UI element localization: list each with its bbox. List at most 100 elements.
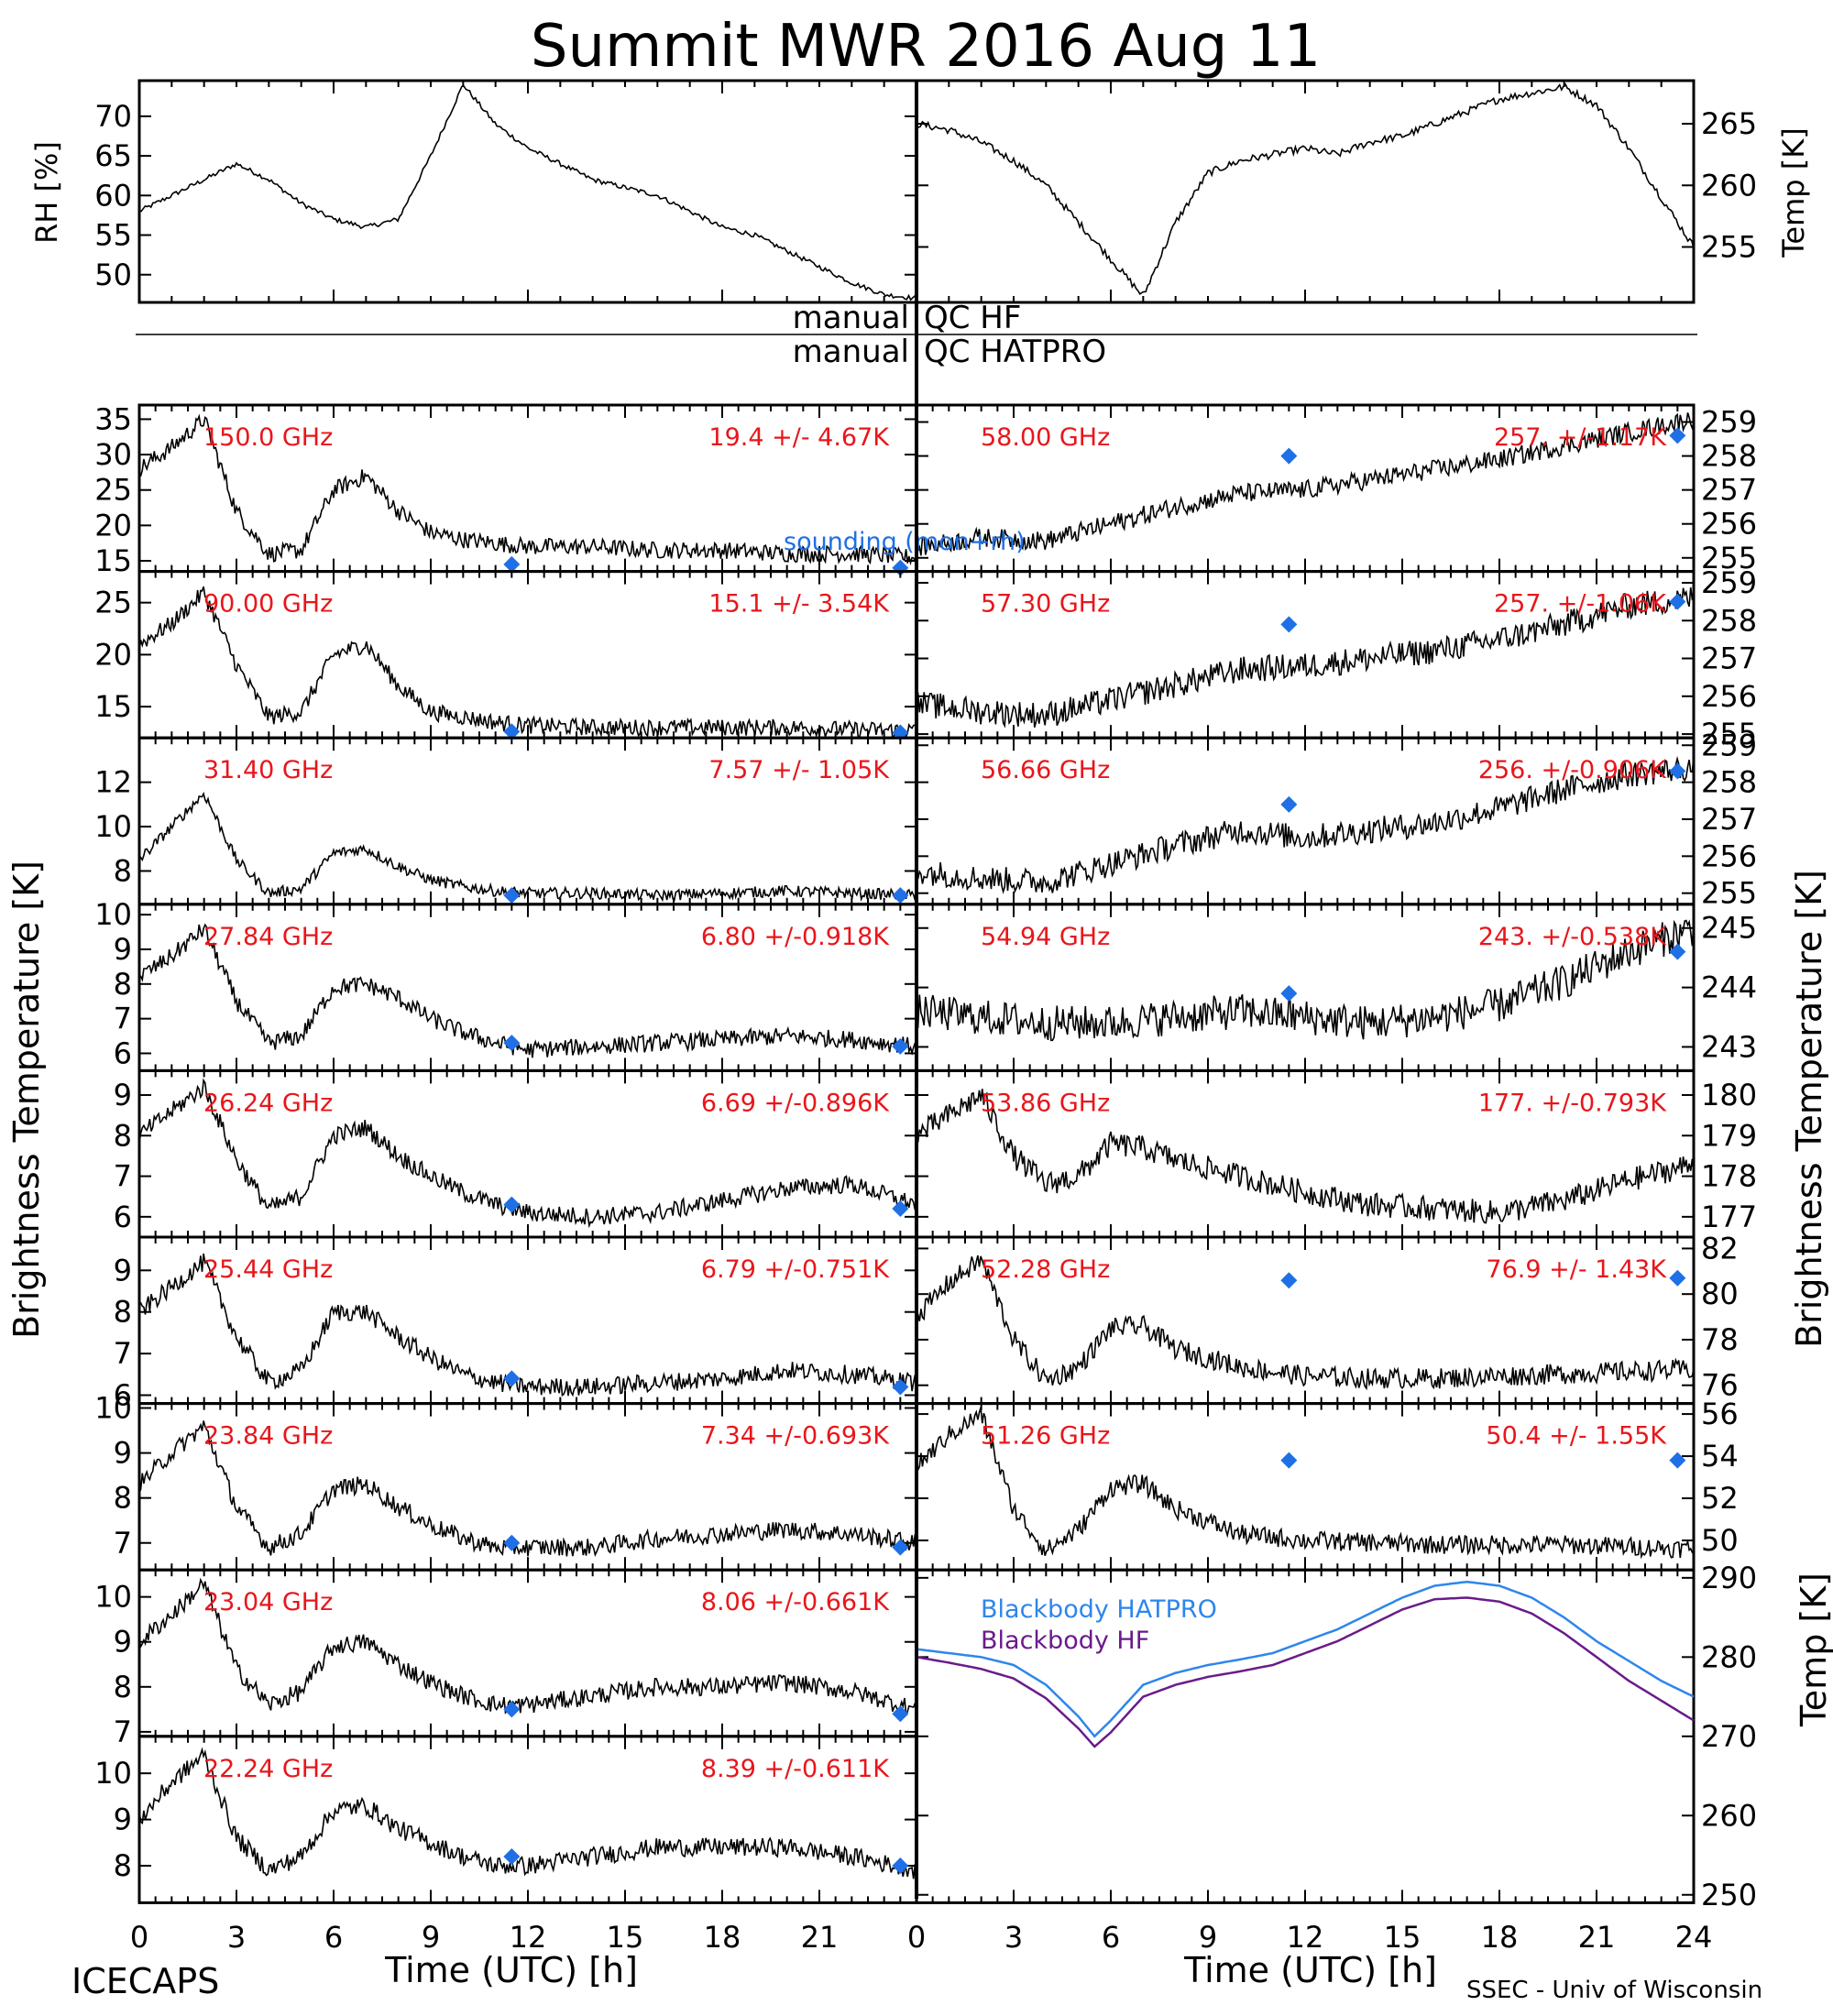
ch5730-stats: 257. +/-1.06K xyxy=(1494,590,1667,619)
rh-ytick-label: 70 xyxy=(94,99,132,134)
ch5666-stats: 256. +/-0.906K xyxy=(1478,756,1667,784)
xtick-label: 12 xyxy=(1287,1920,1324,1955)
rh-ytick-label: 60 xyxy=(94,178,132,213)
xlabel-right: Time (UTC) [h] xyxy=(1183,1950,1437,1990)
ch5730-frequency: 57.30 GHz xyxy=(981,590,1110,619)
ch2304-frequency: 23.04 GHz xyxy=(203,1588,333,1616)
ch2304-ytick-label: 9 xyxy=(114,1625,132,1660)
ch5800-ytick-label: 259 xyxy=(1701,405,1757,440)
xtick-label: 24 xyxy=(1675,1920,1713,1955)
blackbody-ytick-label: 280 xyxy=(1701,1639,1757,1674)
ch5494-ytick-label: 244 xyxy=(1701,970,1757,1005)
ch5386-frequency: 53.86 GHz xyxy=(981,1089,1110,1117)
qc-hf-label: QC HF xyxy=(924,300,1021,336)
ch2304-stats: 8.06 +/-0.661K xyxy=(701,1588,890,1616)
ch90-sounding-point xyxy=(503,723,521,740)
ch5126-stats: 50.4 +/- 1.55K xyxy=(1486,1422,1667,1451)
footer-ssec: SSEC - Univ of Wisconsin xyxy=(1466,1977,1762,2004)
ch5666-ytick-label: 259 xyxy=(1701,728,1757,762)
ch3140-sounding-point xyxy=(503,887,521,904)
xlabel-left: Time (UTC) [h] xyxy=(384,1950,638,1990)
ch5228-ytick-label: 78 xyxy=(1701,1322,1739,1357)
ch2544-series xyxy=(138,1253,917,1397)
ch5666-ytick-label: 255 xyxy=(1701,876,1757,911)
xtick-label: 6 xyxy=(324,1920,343,1955)
ch3140-stats: 7.57 +/- 1.05K xyxy=(708,756,890,784)
ch150-stats: 19.4 +/- 4.67K xyxy=(708,423,890,452)
blackbody-ytick-label: 250 xyxy=(1701,1878,1757,1912)
temp-panel xyxy=(915,79,1696,304)
ch2784-sounding-point xyxy=(503,1035,521,1052)
ch150-sounding-point xyxy=(503,555,521,573)
ch5494-stats: 243. +/-0.538K xyxy=(1478,923,1667,951)
xtick-label: 21 xyxy=(801,1920,839,1955)
sounding-label: sounding (mon+rh) xyxy=(784,528,1026,556)
left-ylabel: Brightness Temperature [K] xyxy=(6,860,47,1339)
ch150-ytick-label: 25 xyxy=(94,473,132,508)
ch2784-series xyxy=(138,923,917,1058)
ch5386-ytick-label: 178 xyxy=(1701,1159,1757,1194)
ch5800-frequency: 58.00 GHz xyxy=(981,423,1110,452)
rh-line xyxy=(138,84,917,301)
xtick-label: 15 xyxy=(1384,1920,1421,1955)
ch5126-sounding-point xyxy=(1280,1452,1298,1469)
ch2384-frequency: 23.84 GHz xyxy=(203,1422,333,1451)
blackbody-ytick-label: 290 xyxy=(1701,1561,1757,1595)
temp-ytick-label: 265 xyxy=(1701,106,1757,141)
ch3140-ytick-label: 10 xyxy=(94,809,132,844)
right-ylabel: Brightness Temperature [K] xyxy=(1789,870,1829,1348)
ch2304-series xyxy=(138,1577,917,1716)
ch5126-ytick-label: 54 xyxy=(1701,1439,1739,1474)
ch5800-ytick-label: 256 xyxy=(1701,507,1757,542)
footer-icecaps: ICECAPS xyxy=(71,1961,219,2001)
ch5730-ytick-label: 255 xyxy=(1701,717,1757,751)
ch150-series xyxy=(138,413,917,566)
qc-hatpro-manual: manual xyxy=(793,334,909,370)
ch5800-sounding-point xyxy=(1669,427,1686,444)
ch2384-ytick-label: 10 xyxy=(94,1391,132,1426)
ch5228-frequency: 52.28 GHz xyxy=(981,1255,1110,1284)
ch2624-sounding-point xyxy=(892,1200,909,1217)
ch2304-sounding-point xyxy=(503,1701,521,1718)
ch2224-ytick-label: 10 xyxy=(94,1756,132,1791)
blackbody-legend-0: Blackbody HATPRO xyxy=(981,1595,1217,1624)
ch5386-ytick-label: 177 xyxy=(1701,1200,1757,1234)
blackbody-ytick-label: 270 xyxy=(1701,1719,1757,1754)
xtick-label: 18 xyxy=(1481,1920,1519,1955)
ch5730-ytick-label: 256 xyxy=(1701,679,1757,714)
xtick-label: 0 xyxy=(907,1920,926,1955)
rh-panel xyxy=(137,79,918,304)
ch2304-ytick-label: 7 xyxy=(114,1715,132,1749)
ch2784-ytick-label: 8 xyxy=(114,967,132,1002)
ch150-ytick-label: 20 xyxy=(94,508,132,542)
ch5666-ytick-label: 258 xyxy=(1701,765,1757,800)
ch2624-ytick-label: 6 xyxy=(114,1200,132,1234)
ch2224-stats: 8.39 +/-0.611K xyxy=(701,1755,890,1783)
ch2624-ytick-label: 8 xyxy=(114,1118,132,1153)
xtick-label: 9 xyxy=(1199,1920,1217,1955)
ch2784-ytick-label: 7 xyxy=(114,1002,132,1036)
ch2384-ytick-label: 7 xyxy=(114,1526,132,1561)
xtick-label: 9 xyxy=(422,1920,440,1955)
ch90-ytick-label: 25 xyxy=(94,586,132,620)
ch2624-sounding-point xyxy=(503,1196,521,1213)
ch5730-sounding-point xyxy=(1280,616,1298,633)
ch5800-ytick-label: 255 xyxy=(1701,541,1757,575)
ch5494-sounding-point xyxy=(1280,985,1298,1003)
ch150-ytick-label: 15 xyxy=(94,543,132,578)
rh-ylabel: RH [%] xyxy=(29,141,64,244)
ch2304-ytick-label: 10 xyxy=(94,1580,132,1615)
ch5494-frequency: 54.94 GHz xyxy=(981,923,1110,951)
ch5800-series xyxy=(916,412,1695,556)
ch2784-sounding-point xyxy=(892,1037,909,1055)
ch2544-ytick-label: 8 xyxy=(114,1295,132,1330)
ch2224-ytick-label: 9 xyxy=(114,1802,132,1837)
ch2544-ytick-label: 9 xyxy=(114,1253,132,1287)
ch5800-stats: 257. +/-1.17K xyxy=(1494,423,1667,452)
ch5228-sounding-point xyxy=(1669,1269,1686,1287)
ch2544-ytick-label: 6 xyxy=(114,1378,132,1413)
ch90-ytick-label: 20 xyxy=(94,637,132,672)
xtick-label: 3 xyxy=(1004,1920,1023,1955)
ch3140-sounding-point xyxy=(892,887,909,904)
ch5666-ytick-label: 257 xyxy=(1701,802,1757,837)
